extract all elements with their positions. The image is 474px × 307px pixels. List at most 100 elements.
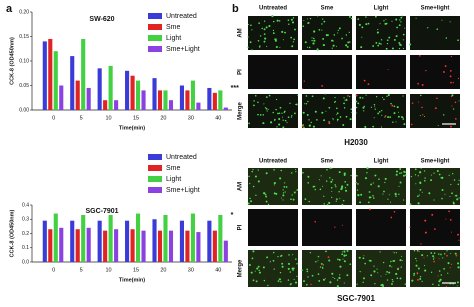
cell-dot [287,267,290,270]
cell-dot [301,125,304,128]
cell-dot [272,259,275,262]
cell-dot [272,29,275,31]
bar [218,214,223,262]
cell-dot [450,263,453,265]
cell-dot [314,188,316,191]
cell-dot [281,197,283,199]
cell-dot [296,275,298,277]
cell-dot [276,19,279,22]
cell-dot [433,228,436,230]
cell-dot [370,106,373,108]
cell-dot [259,45,261,47]
cell-dot [289,271,292,273]
cell-dot [321,84,324,87]
cell-dot [386,279,389,281]
cell-dot [446,250,448,252]
column-header: Sme+light [421,159,450,165]
cell-dot [291,21,295,24]
cell-dot [383,190,385,193]
cell-dot [328,122,331,125]
cell-dot [380,126,383,128]
cell-dot [264,193,267,196]
cell-dot [451,192,453,195]
cell-dot [372,194,374,197]
cell-dot [437,275,439,277]
cell-dot [455,254,458,257]
cell-dot [433,260,435,263]
cell-dot [393,38,396,41]
cell-dot [400,44,403,46]
row-label: AM [238,182,244,191]
cell-dot [278,123,281,126]
cell-dot [306,46,309,48]
micrograph-bg [410,209,460,246]
cell-dot [331,39,334,42]
cell-dot [336,112,339,115]
cell-dot [404,27,406,29]
bar [108,214,113,262]
bar [152,78,157,110]
cell-dot [424,179,426,182]
cell-dot [418,250,420,253]
cell-dot [287,19,290,21]
cell-dot [430,174,432,176]
column-header: Untreated [259,159,287,165]
cell-dot [391,266,393,268]
cell-dot [378,42,381,45]
cell-dot [317,273,320,275]
cell-dot [265,200,268,203]
cell-dot [450,253,452,255]
annotation: * [231,212,234,219]
micrograph-bg [356,16,406,50]
cell-dot [277,280,280,283]
cell-dot [381,114,383,116]
cell-dot [421,191,423,193]
cell-dot [265,107,268,110]
cell-dot [420,243,422,245]
cell-dot [288,23,290,25]
cell-dot [365,16,367,18]
cell-dot [266,110,268,112]
cell-dot [250,271,253,274]
x-tick-label: 10 [106,115,112,121]
bar [212,92,217,110]
cell-dot [334,184,337,186]
cell-dot [293,191,296,194]
y-axis-label: CCK-8 (OD450nm) [9,37,15,85]
legend-swatch [148,154,162,160]
cell-dot [395,121,397,123]
cell-dot [272,251,275,254]
cell-dot [402,118,405,120]
cell-dot [308,200,310,203]
cell-dot [400,266,402,268]
bar [207,87,212,110]
cell-dot [399,19,401,21]
cell-dot [387,69,389,71]
cell-dot [274,38,277,41]
cell-dot [391,47,394,50]
legend-swatch [148,165,162,171]
cell-dot [311,95,314,98]
cell-dot [415,257,417,260]
cell-dot [345,44,348,47]
cell-dot [251,257,254,260]
cell-dot [368,191,371,193]
y-axis-label: CCK-8 (OD450nm) [9,210,15,258]
cell-dot [416,249,419,252]
cell-dot [304,198,307,201]
cell-dot [387,94,390,97]
bar [157,90,163,110]
cell-dot [348,41,351,43]
cell-dot [361,26,364,29]
cell-dot [428,192,431,195]
cell-dot [346,95,349,97]
cell-dot [337,29,339,31]
cell-dot [378,111,381,113]
bar [59,85,64,110]
cell-dot [362,281,364,284]
cell-dot [346,249,349,252]
cell-dot [450,231,452,233]
cell-dot [432,283,434,286]
cell-dot [280,281,282,283]
cell-dot [451,105,453,107]
